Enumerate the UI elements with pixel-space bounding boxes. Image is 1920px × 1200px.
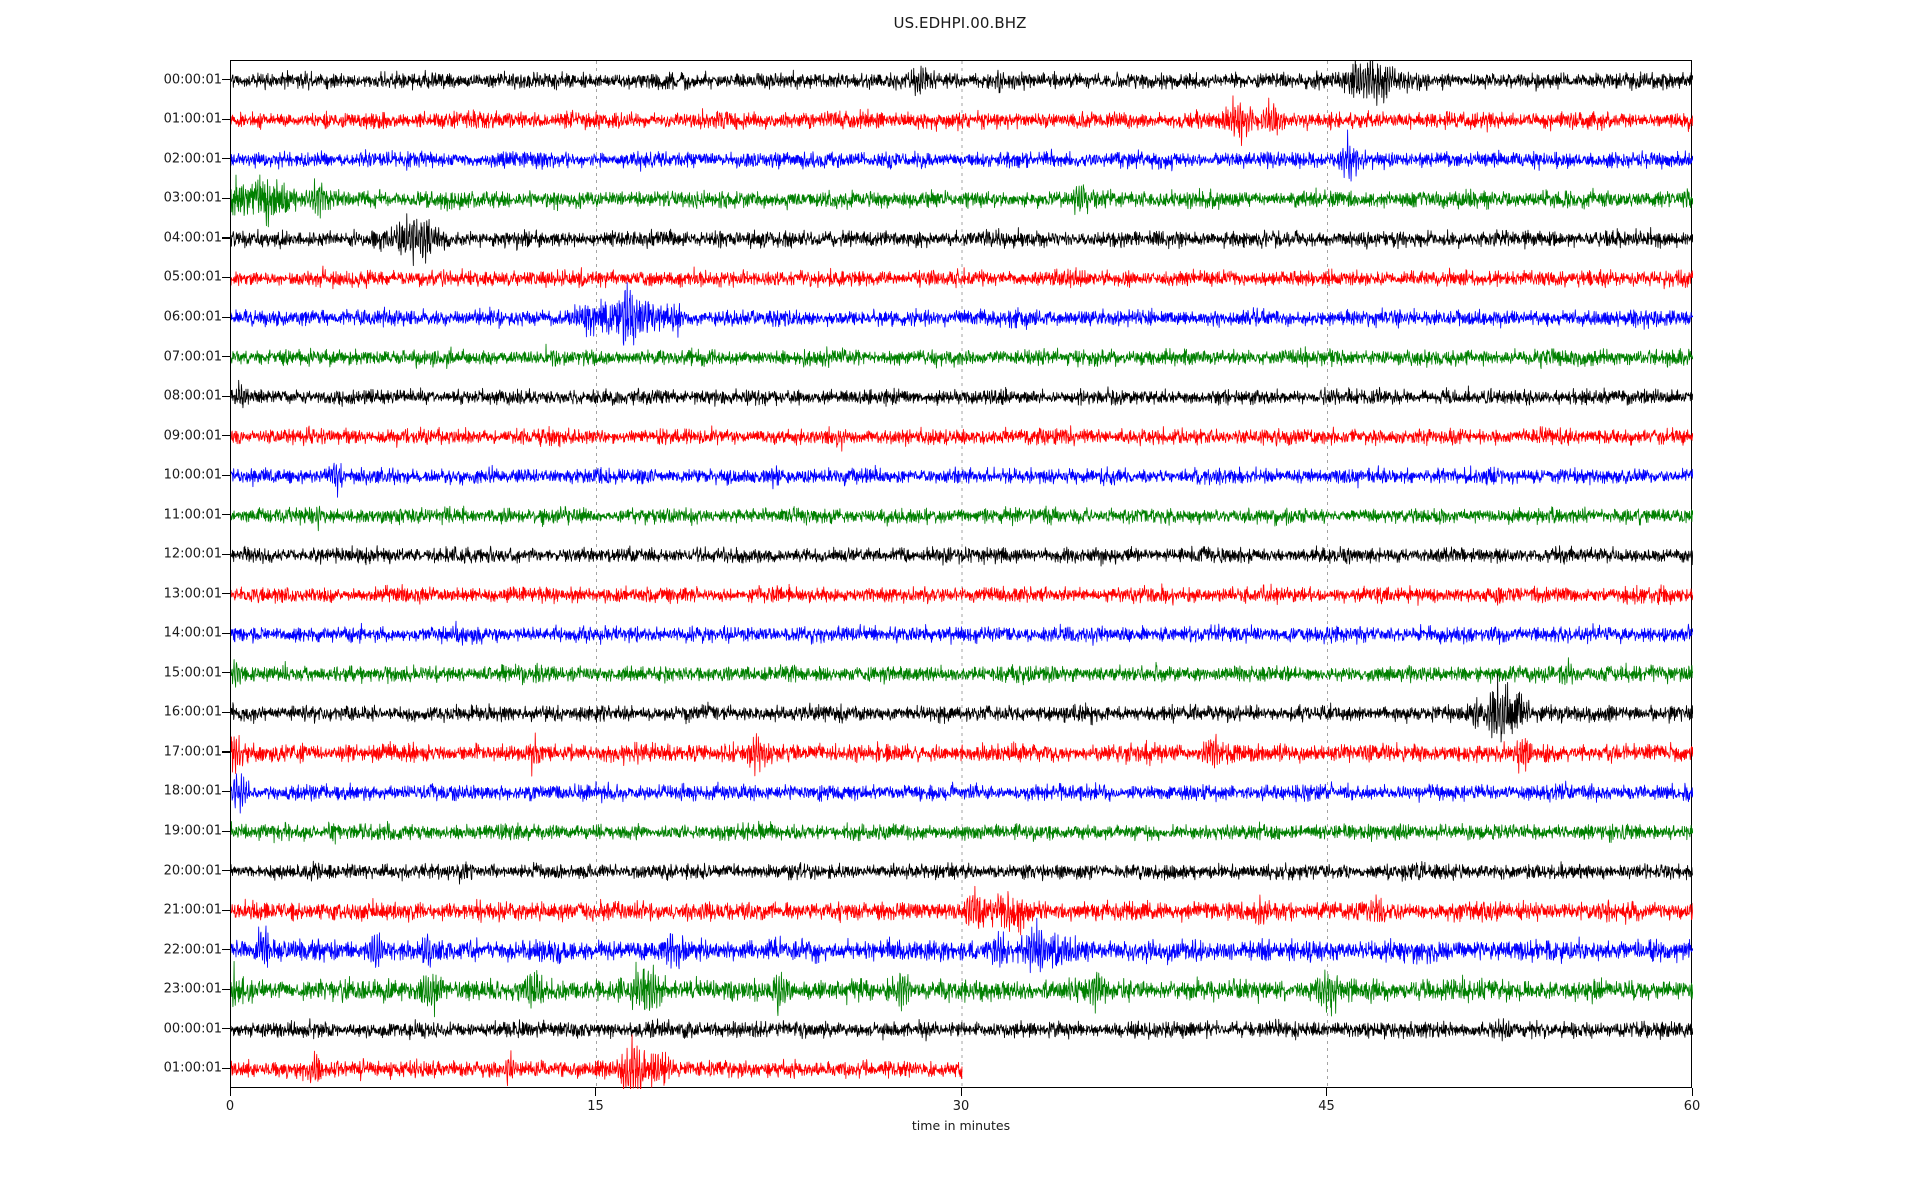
plot-area xyxy=(230,60,1693,1089)
y-tick-label: 00:00:01 xyxy=(163,1021,222,1037)
trace-line xyxy=(231,95,1693,147)
trace-line xyxy=(231,773,1693,814)
y-tick-mark xyxy=(222,672,230,674)
y-tick-label: 03:00:01 xyxy=(163,190,222,206)
trace-line xyxy=(231,673,1693,743)
y-tick-mark xyxy=(222,395,230,397)
trace-line xyxy=(231,545,1693,567)
trace-line xyxy=(231,885,1693,936)
x-tick-label: 0 xyxy=(225,1099,235,1114)
x-tick-label: 30 xyxy=(952,1099,970,1114)
y-tick-mark xyxy=(222,1028,230,1030)
y-tick-mark xyxy=(222,593,230,595)
trace-line xyxy=(231,732,1693,777)
x-tick-mark xyxy=(595,1088,597,1096)
trace-line xyxy=(231,860,1693,885)
y-tick-label: 02:00:01 xyxy=(163,151,222,167)
trace-line xyxy=(231,917,1693,974)
y-tick-label: 13:00:01 xyxy=(163,586,222,602)
y-tick-label: 01:00:01 xyxy=(163,1060,222,1076)
trace-line xyxy=(231,174,1693,228)
trace-line xyxy=(231,282,1693,346)
y-tick-mark xyxy=(222,870,230,872)
y-tick-label: 22:00:01 xyxy=(163,942,222,958)
y-tick-mark xyxy=(222,197,230,199)
y-tick-label: 12:00:01 xyxy=(163,546,222,562)
y-tick-label: 09:00:01 xyxy=(163,428,222,444)
trace-line xyxy=(231,620,1693,646)
y-tick-mark xyxy=(222,751,230,753)
y-tick-label: 10:00:01 xyxy=(163,467,222,483)
trace-line xyxy=(231,129,1693,182)
y-tick-label: 05:00:01 xyxy=(163,269,222,285)
y-tick-mark xyxy=(222,316,230,318)
x-tick-mark xyxy=(229,1088,231,1096)
trace-line xyxy=(231,61,1693,106)
y-tick-mark xyxy=(222,988,230,990)
trace-line xyxy=(231,1034,963,1089)
page-title: US.EDHPI.00.BHZ xyxy=(893,14,1027,32)
y-tick-mark xyxy=(222,435,230,437)
y-tick-mark xyxy=(222,553,230,555)
y-tick-label: 01:00:01 xyxy=(163,111,222,127)
trace-line xyxy=(231,425,1693,452)
y-tick-mark xyxy=(222,949,230,951)
seismic-traces xyxy=(231,61,1693,1089)
y-tick-mark xyxy=(222,830,230,832)
x-tick-mark xyxy=(1691,1088,1693,1096)
trace-line xyxy=(231,657,1693,688)
y-tick-label: 07:00:01 xyxy=(163,349,222,365)
trace-line xyxy=(231,820,1693,845)
y-tick-mark xyxy=(222,356,230,358)
y-tick-mark xyxy=(222,909,230,911)
trace-line xyxy=(231,462,1693,498)
y-axis-labels: 00:00:01 01:00:01 02:00:01 03:00:01 04:00:01… xyxy=(0,60,222,1088)
trace-line xyxy=(231,265,1693,290)
x-tick-mark xyxy=(1326,1088,1328,1096)
y-tick-mark xyxy=(222,790,230,793)
y-tick-label: 23:00:01 xyxy=(163,981,222,997)
y-tick-label: 17:00:01 xyxy=(163,744,222,760)
y-tick-label: 08:00:01 xyxy=(163,388,222,404)
trace-line xyxy=(231,1018,1693,1042)
x-axis-ticks: 0 15 30 45 60 xyxy=(226,1088,1700,1138)
y-tick-label: 20:00:01 xyxy=(163,863,222,879)
y-tick-label: 06:00:01 xyxy=(163,309,222,325)
y-tick-mark xyxy=(222,79,230,81)
y-tick-label: 19:00:01 xyxy=(163,823,222,839)
y-tick-label: 15:00:01 xyxy=(163,665,222,681)
x-tick-label: 15 xyxy=(587,1099,604,1114)
trace-line xyxy=(231,379,1693,409)
y-tick-mark xyxy=(222,276,230,279)
y-tick-mark xyxy=(222,632,230,634)
y-tick-mark xyxy=(222,118,230,120)
y-tick-mark xyxy=(222,711,230,713)
x-tick-mark xyxy=(960,1088,962,1096)
y-axis-ticks xyxy=(0,60,230,1088)
trace-line xyxy=(231,505,1693,532)
y-tick-mark xyxy=(222,237,230,239)
trace-line xyxy=(231,343,1693,370)
y-tick-label: 04:00:01 xyxy=(163,230,222,246)
y-tick-mark xyxy=(222,474,230,476)
x-tick-label: 45 xyxy=(1318,1099,1335,1114)
y-tick-label: 21:00:01 xyxy=(163,902,222,918)
trace-line xyxy=(231,213,1693,267)
y-tick-label: 11:00:01 xyxy=(163,507,222,523)
x-axis-label: time in minutes xyxy=(911,1118,1011,1133)
x-tick-label: 60 xyxy=(1683,1099,1701,1114)
y-tick-mark xyxy=(222,514,230,516)
y-tick-mark xyxy=(222,158,230,160)
trace-line xyxy=(231,960,1693,1018)
y-tick-label: 14:00:01 xyxy=(163,625,222,641)
y-tick-label: 18:00:01 xyxy=(163,783,222,799)
y-tick-label: 16:00:01 xyxy=(163,704,222,720)
trace-line xyxy=(231,583,1693,606)
y-tick-label: 00:00:01 xyxy=(163,72,222,88)
y-tick-mark xyxy=(222,1067,230,1069)
